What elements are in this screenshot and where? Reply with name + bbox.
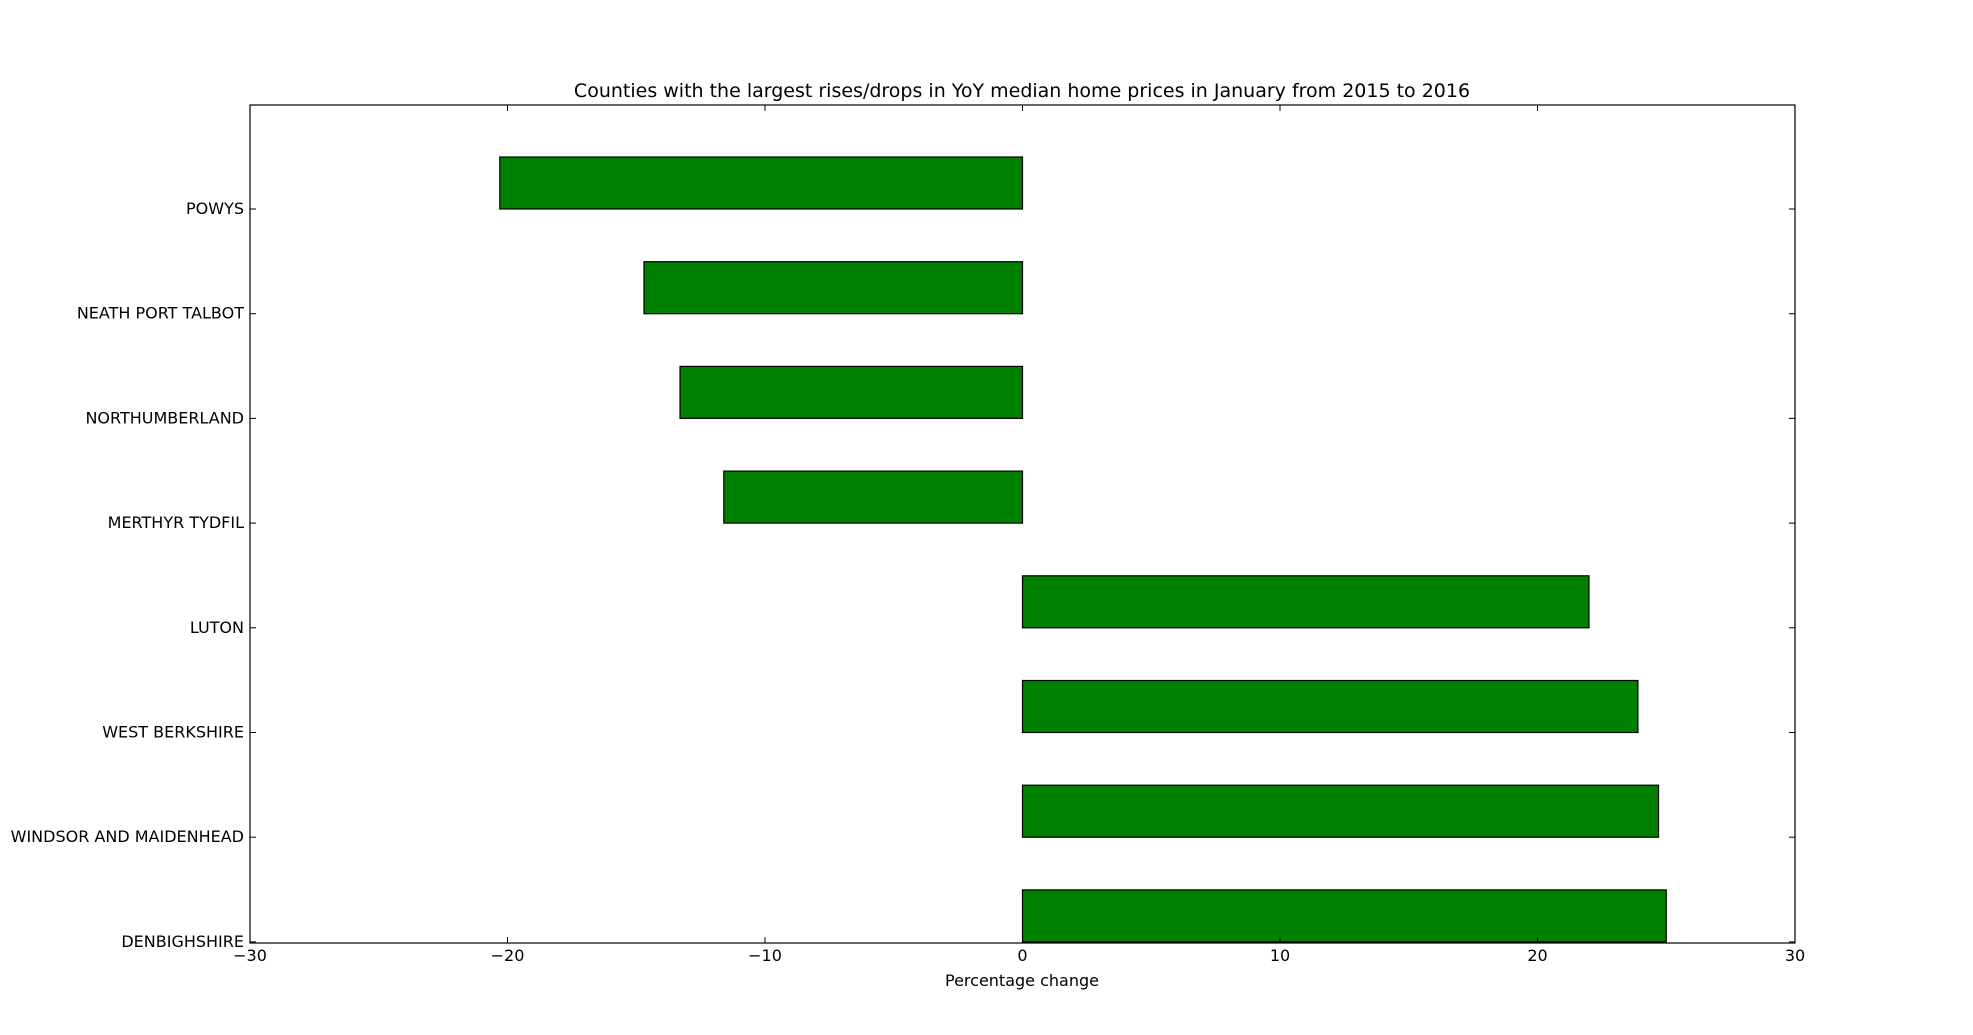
y-tick-label: NORTHUMBERLAND [85,408,244,427]
bar [643,261,1024,315]
bar [1021,889,1667,943]
y-tick-label: MERTHYR TYDFIL [108,513,244,532]
bar [499,156,1024,210]
bar [679,365,1024,419]
x-axis-ticks: −30 −20 −10 0 10 20 30 [233,105,1805,965]
bar [723,470,1024,524]
bar [1021,784,1660,838]
y-tick-label: POWYS [186,199,244,218]
x-tick-label: −30 [233,946,267,965]
y-tick-label: WINDSOR AND MAIDENHEAD [11,827,244,846]
x-tick-label: 20 [1527,946,1547,965]
x-tick-label: 30 [1785,946,1805,965]
bars [499,156,1667,943]
chart-title: Counties with the largest rises/drops in… [574,80,1470,102]
y-tick-label: DENBIGHSHIRE [121,932,244,951]
x-tick-label: 0 [1017,946,1027,965]
x-tick-label: −10 [748,946,782,965]
y-axis-ticks: POWYS NEATH PORT TALBOT NORTHUMBERLAND MERT… [11,199,1795,951]
x-tick-label: −20 [491,946,525,965]
y-tick-label: NEATH PORT TALBOT [77,304,244,323]
bar [1021,679,1639,734]
bar [1021,575,1590,629]
x-tick-label: 10 [1270,946,1290,965]
x-axis-label: Percentage change [945,971,1099,990]
y-tick-label: LUTON [190,618,244,637]
y-tick-label: WEST BERKSHIRE [102,723,244,742]
